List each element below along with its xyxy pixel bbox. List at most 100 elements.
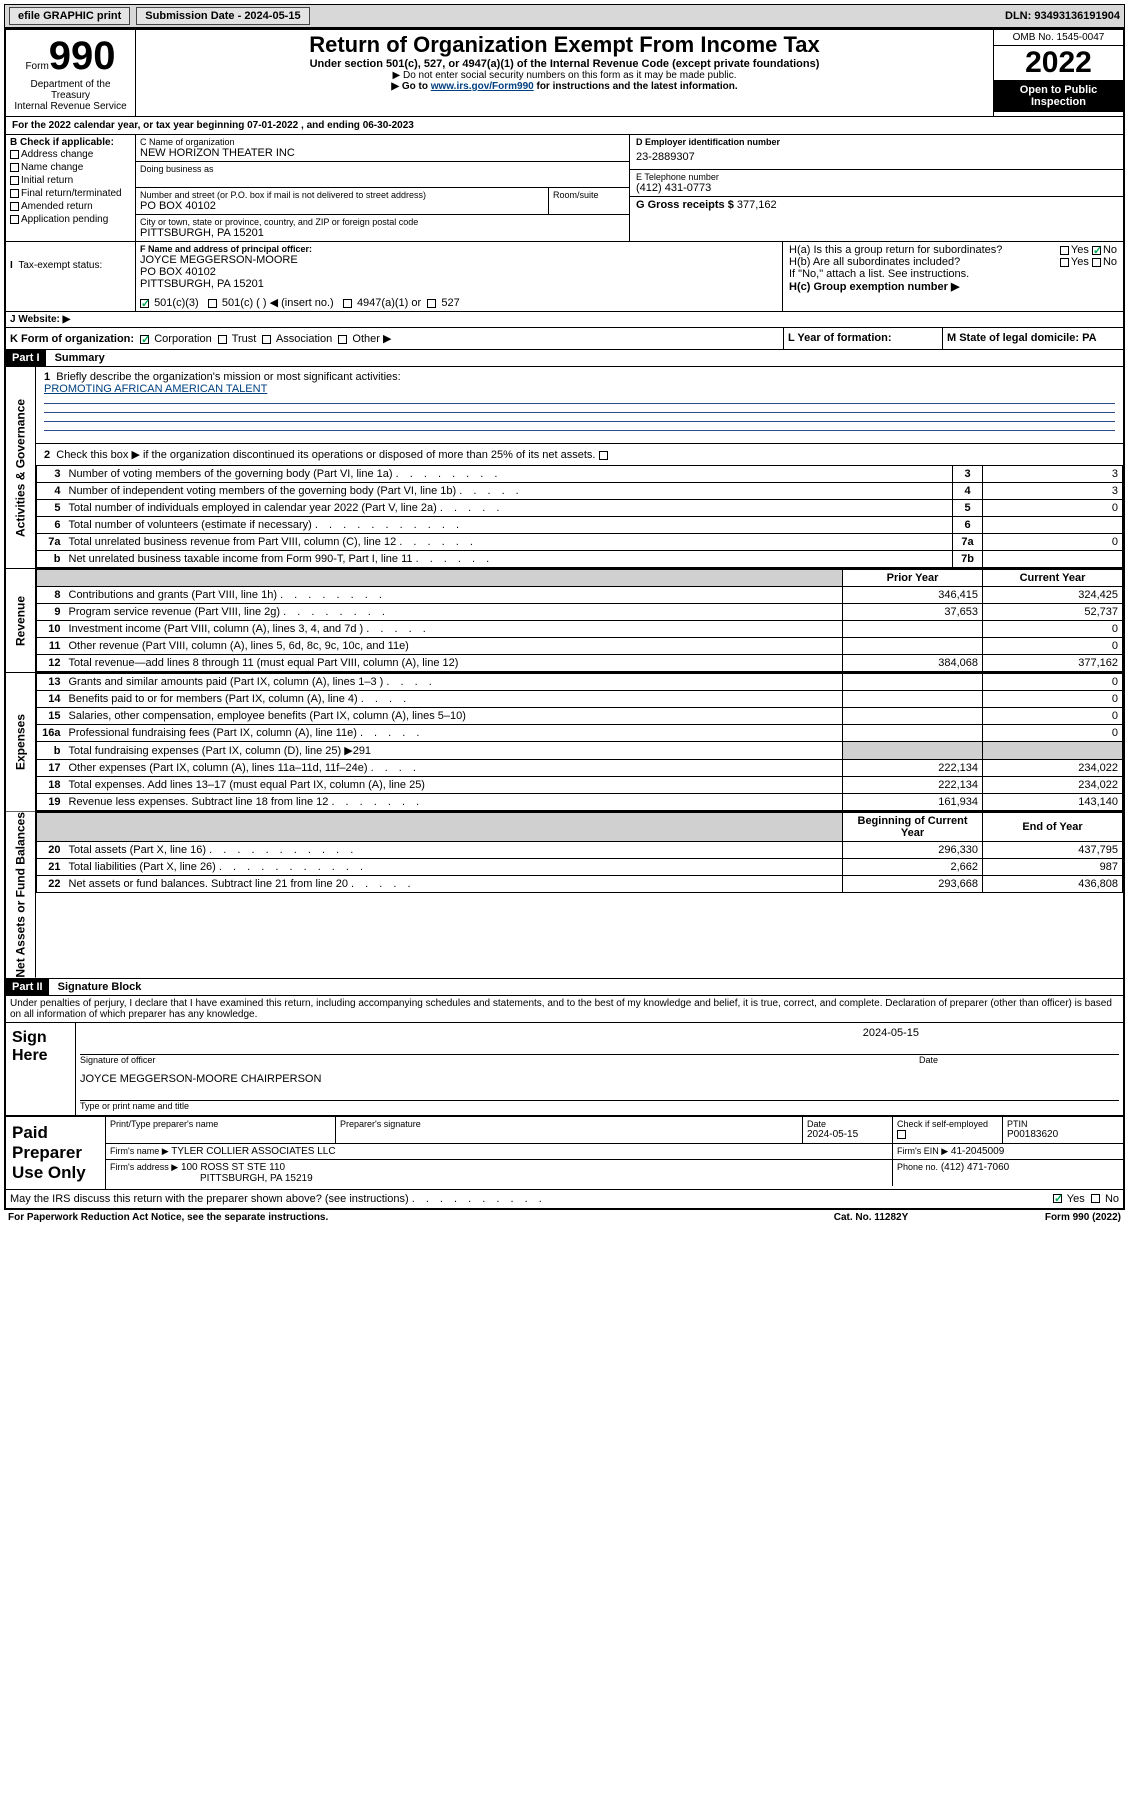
check-501c3[interactable] [140, 299, 149, 308]
form-prefix: Form [25, 61, 48, 72]
governance-table: 3Number of voting members of the governi… [36, 465, 1123, 568]
city-label: City or town, state or province, country… [140, 217, 625, 227]
check-application-pending[interactable]: Application pending [10, 213, 131, 226]
bcdeg-row: B Check if applicable: Address change Na… [6, 135, 1123, 242]
form-subtitle-1: Under section 501(c), 527, or 4947(a)(1)… [140, 58, 989, 70]
paid-preparer-label: Paid Preparer Use Only [6, 1117, 106, 1189]
mission-text: PROMOTING AFRICAN AMERICAN TALENT [44, 383, 267, 395]
expenses-table: 13Grants and similar amounts paid (Part … [36, 673, 1123, 811]
check-4947[interactable] [343, 299, 352, 308]
klm-row: K Form of organization: Corporation Trus… [6, 328, 1123, 350]
street-value: PO BOX 40102 [140, 200, 544, 212]
tax-year: 2022 [994, 46, 1123, 80]
b-label: B Check if applicable: [10, 137, 131, 148]
part2-header: Part II Signature Block [6, 978, 1123, 996]
hb-no[interactable] [1092, 258, 1101, 267]
ha-no[interactable] [1092, 246, 1101, 255]
g-gross-value: 377,162 [737, 199, 777, 211]
ptin-value: P00183620 [1007, 1129, 1119, 1140]
firm-addr1: 100 ROSS ST STE 110 [181, 1162, 285, 1173]
q2-check[interactable] [599, 451, 608, 460]
sig-officer-label: Signature of officer [80, 1055, 919, 1065]
j-row: J Website: ▶ [6, 312, 1123, 328]
firm-ein-value: 41-2045009 [951, 1146, 1004, 1157]
check-final-return[interactable]: Final return/terminated [10, 187, 131, 200]
form-subtitle-2: ▶ Do not enter social security numbers o… [140, 70, 989, 81]
hc-label: H(c) Group exemption number ▶ [789, 280, 1117, 293]
penalty-statement: Under penalties of perjury, I declare th… [6, 996, 1123, 1023]
c-name-label: C Name of organization [140, 137, 625, 147]
k-other[interactable] [338, 335, 347, 344]
hb-yes[interactable] [1060, 258, 1069, 267]
section-b-checks: B Check if applicable: Address change Na… [6, 135, 136, 242]
q2-text: Check this box ▶ if the organization dis… [56, 449, 595, 461]
sign-here-block: Sign Here 2024-05-15 Signature of office… [6, 1023, 1123, 1116]
officer-street: PO BOX 40102 [140, 266, 778, 278]
block-governance: Activities & Governance 1 Briefly descri… [6, 367, 1123, 569]
type-print-label: Type or print name and title [80, 1101, 1119, 1111]
may-no[interactable] [1091, 1194, 1100, 1203]
k-trust[interactable] [218, 335, 227, 344]
vtab-expenses: Expenses [6, 673, 36, 811]
form-header: Form990 Department of the Treasury Inter… [6, 30, 1123, 117]
page-footer: For Paperwork Reduction Act Notice, see … [4, 1210, 1125, 1225]
check-name-change[interactable]: Name change [10, 161, 131, 174]
firm-ein-label: Firm's EIN ▶ [897, 1146, 948, 1156]
f-h-row: I Tax-exempt status: F Name and address … [6, 242, 1123, 312]
efile-print-button[interactable]: efile GRAPHIC print [9, 7, 130, 25]
check-501c[interactable] [208, 299, 217, 308]
firm-phone-label: Phone no. [897, 1162, 938, 1172]
part1-header: Part I Summary [6, 350, 1123, 367]
year-box: OMB No. 1545-0047 2022 Open to Public In… [993, 30, 1123, 116]
check-address-change[interactable]: Address change [10, 148, 131, 161]
goto-suffix: for instructions and the latest informat… [534, 81, 738, 92]
open-to-public: Open to Public Inspection [994, 80, 1123, 112]
hb-label: H(b) Are all subordinates included? [789, 256, 1060, 268]
irs-link[interactable]: www.irs.gov/Form990 [431, 81, 534, 92]
d-ein-value: 23-2889307 [636, 147, 1117, 167]
preparer-sig-label: Preparer's signature [340, 1119, 798, 1129]
paid-preparer-block: Paid Preparer Use Only Print/Type prepar… [6, 1116, 1123, 1189]
street-label: Number and street (or P.O. box if mail i… [140, 190, 544, 200]
officer-printed-name: JOYCE MEGGERSON-MOORE CHAIRPERSON [80, 1073, 1119, 1085]
hb-note: If "No," attach a list. See instructions… [789, 268, 1117, 280]
self-employed-check[interactable]: Check if self-employed [897, 1119, 988, 1129]
officer-city: PITTSBURGH, PA 15201 [140, 278, 778, 290]
footer-formno: Form 990 (2022) [971, 1212, 1121, 1223]
submission-date-button[interactable]: Submission Date - 2024-05-15 [136, 7, 309, 25]
sign-date-value: 2024-05-15 [80, 1027, 1119, 1039]
firm-addr2: PITTSBURGH, PA 15219 [110, 1173, 313, 1184]
prep-date-value: 2024-05-15 [807, 1129, 888, 1140]
org-name: NEW HORIZON THEATER INC [140, 147, 625, 159]
m-state-domicile: M State of legal domicile: PA [947, 332, 1097, 344]
g-gross-label: G Gross receipts $ [636, 199, 734, 211]
form-container: Form990 Department of the Treasury Inter… [4, 28, 1125, 1210]
omb-number: OMB No. 1545-0047 [994, 30, 1123, 46]
may-yes[interactable] [1053, 1194, 1062, 1203]
k-label: K Form of organization: [10, 333, 134, 345]
l-year-formation: L Year of formation: [788, 332, 892, 344]
part1-title: Summary [49, 350, 111, 366]
k-assoc[interactable] [262, 335, 271, 344]
k-corp[interactable] [140, 335, 149, 344]
sign-here-label: Sign Here [6, 1023, 76, 1115]
ha-label: H(a) Is this a group return for subordin… [789, 244, 1060, 256]
check-527[interactable] [427, 299, 436, 308]
check-amended-return[interactable]: Amended return [10, 200, 131, 213]
firm-name-value: TYLER COLLIER ASSOCIATES LLC [171, 1146, 335, 1157]
officer-name: JOYCE MEGGERSON-MOORE [140, 254, 778, 266]
ha-yes[interactable] [1060, 246, 1069, 255]
revenue-table: Prior YearCurrent Year 8Contributions an… [36, 569, 1123, 672]
form-title-block: Return of Organization Exempt From Incom… [136, 30, 993, 116]
deg-block: D Employer identification number 23-2889… [629, 135, 1123, 242]
check-initial-return[interactable]: Initial return [10, 174, 131, 187]
firm-name-label: Firm's name ▶ [110, 1146, 169, 1156]
vtab-net-assets: Net Assets or Fund Balances [6, 812, 36, 978]
efile-top-bar: efile GRAPHIC print Submission Date - 20… [4, 4, 1125, 28]
goto-prefix: ▶ Go to [391, 81, 430, 92]
prep-date-label: Date [807, 1119, 888, 1129]
line-a-tax-year: For the 2022 calendar year, or tax year … [6, 117, 1123, 135]
form-title: Return of Organization Exempt From Incom… [140, 32, 989, 58]
room-suite: Room/suite [549, 188, 629, 214]
block-expenses: Expenses 13Grants and similar amounts pa… [6, 673, 1123, 812]
